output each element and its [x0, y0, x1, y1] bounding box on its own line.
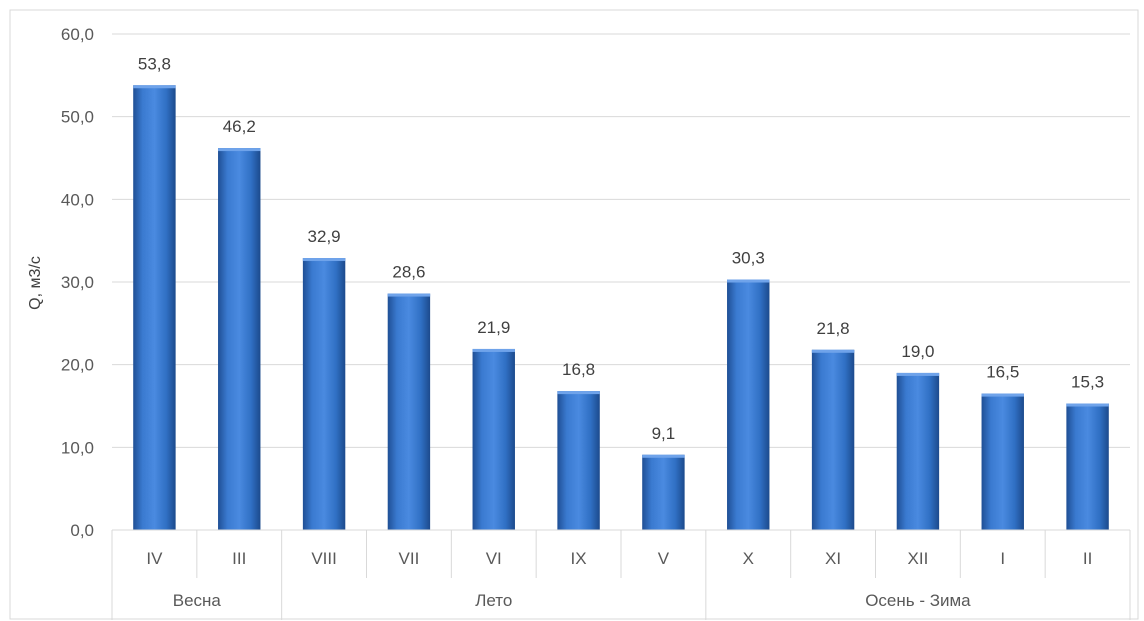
- gridlines: [112, 33, 1130, 448]
- data-label: 21,9: [477, 318, 510, 337]
- bar: [387, 293, 431, 530]
- x-category-label: XII: [908, 549, 929, 568]
- data-label: 21,8: [817, 319, 850, 338]
- x-category-label: I: [1000, 549, 1005, 568]
- bar-top-highlight: [896, 372, 940, 376]
- bar: [896, 372, 940, 530]
- bar: [218, 148, 261, 530]
- bar: [472, 348, 515, 530]
- bar-top-highlight: [218, 148, 261, 152]
- y-tick-label: 10,0: [61, 438, 94, 457]
- x-category-label: IX: [571, 549, 587, 568]
- bar-top-highlight: [133, 85, 176, 89]
- group-label: Осень - Зима: [865, 591, 971, 610]
- bar: [981, 393, 1024, 530]
- bar: [642, 454, 685, 530]
- group-label: Весна: [173, 591, 222, 610]
- data-label: 32,9: [308, 227, 341, 246]
- bar-top-highlight: [1066, 403, 1109, 407]
- y-tick-label: 40,0: [61, 190, 94, 209]
- data-label: 46,2: [223, 117, 256, 136]
- y-tick-label: 30,0: [61, 273, 94, 292]
- bar: [1066, 403, 1109, 530]
- bar-top-highlight: [642, 454, 685, 458]
- bar-top-highlight: [727, 279, 770, 283]
- y-axis-ticks: 0,0 10,0 20,0 30,0 40,0 50,0 60,0: [61, 25, 94, 540]
- x-category-label: VII: [399, 549, 420, 568]
- bar: [727, 279, 770, 530]
- data-labels: 53,8 46,2 32,9 28,6 21,9 16,8 9,1 30,3 21,8 19,0 1…: [138, 54, 1104, 443]
- data-label: 9,1: [652, 424, 676, 443]
- y-tick-label: 50,0: [61, 108, 94, 127]
- x-category-label: II: [1083, 549, 1092, 568]
- group-label: Лето: [475, 591, 512, 610]
- data-label: 53,8: [138, 54, 171, 73]
- bar-top-highlight: [387, 293, 431, 297]
- y-tick-label: 0,0: [70, 521, 94, 540]
- bar-top-highlight: [811, 349, 855, 353]
- x-category-label: III: [232, 549, 246, 568]
- x-category-label: XI: [825, 549, 841, 568]
- y-tick-label: 60,0: [61, 25, 94, 44]
- x-category-label: IV: [146, 549, 163, 568]
- bar-top-highlight: [557, 391, 600, 395]
- bar-top-highlight: [302, 258, 346, 262]
- bar-top-highlight: [472, 348, 515, 352]
- data-label: 30,3: [732, 249, 765, 268]
- x-category-label: X: [743, 549, 754, 568]
- data-label: 19,0: [901, 342, 934, 361]
- x-category-label: VI: [486, 549, 502, 568]
- bar: [302, 258, 346, 530]
- y-axis-title: Q, м3/с: [27, 256, 44, 310]
- data-label: 16,5: [986, 363, 1019, 382]
- bar: [133, 85, 176, 531]
- data-label: 15,3: [1071, 373, 1104, 392]
- data-label: 28,6: [392, 263, 425, 282]
- bar: [557, 391, 600, 530]
- x-category-label: VIII: [311, 549, 337, 568]
- y-tick-label: 20,0: [61, 356, 94, 375]
- data-label: 16,8: [562, 360, 595, 379]
- x-category-label: V: [658, 549, 670, 568]
- bar-top-highlight: [981, 393, 1024, 397]
- bars: [133, 85, 1109, 531]
- chart-frame: [9, 9, 1139, 620]
- bar: [811, 349, 855, 530]
